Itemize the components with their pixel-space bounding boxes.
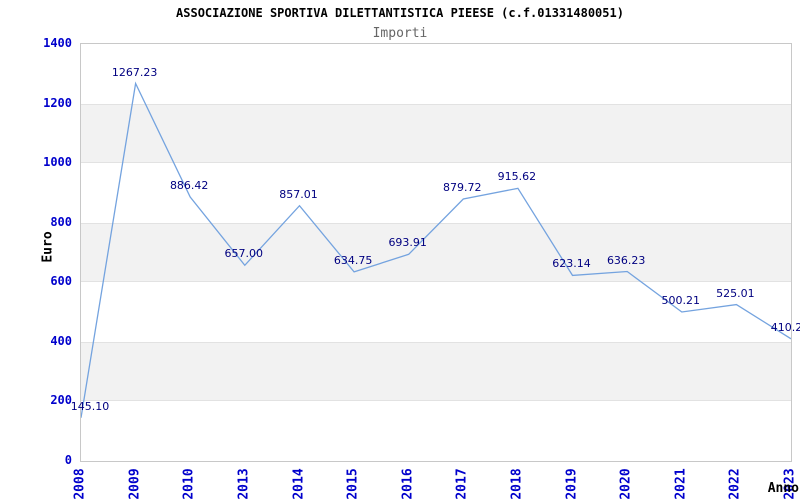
series-line [81, 81, 791, 418]
x-tick-label: 2017 [454, 468, 470, 500]
y-tick-label: 800 [50, 214, 72, 229]
point-label: 410.21 [770, 320, 800, 334]
point-label: 693.91 [388, 236, 427, 250]
point-label: 500.21 [661, 294, 701, 307]
point-label: 145.10 [70, 399, 110, 413]
chart-subtitle: Importi [372, 26, 428, 41]
point-label-layer: 145.10 1267.23 886.42 657.00 857.01 634.75 693… [71, 43, 800, 460]
point-label: 525.01 [716, 286, 755, 300]
shaded-band [81, 222, 791, 283]
y-tick-label: 1000 [43, 155, 72, 170]
y-axis-title: Euro [40, 231, 56, 263]
shaded-band [81, 103, 791, 164]
x-tick-label: 2020 [618, 468, 634, 500]
y-tick-label: 0 [64, 453, 72, 467]
x-tick-label: 2013 [236, 468, 252, 500]
shaded-band [81, 341, 791, 402]
band-layer [81, 44, 791, 461]
x-axis-title: Anno [767, 481, 799, 496]
x-tick-label: 2010 [181, 468, 197, 500]
x-tick-label: 2021 [673, 468, 689, 500]
y-tick-label: 1200 [43, 95, 72, 110]
y-tick-label: 1400 [43, 36, 72, 50]
point-label: 623.14 [552, 257, 591, 271]
plot-area [80, 43, 792, 462]
point-label: 915.62 [497, 170, 537, 184]
point-label: 634.75 [333, 253, 373, 267]
series-svg [81, 81, 791, 418]
x-tick-label: 2015 [345, 468, 361, 500]
point-label: 636.23 [606, 253, 646, 267]
chart-title: ASSOCIAZIONE SPORTIVA DILETTANTISTICA PI… [176, 6, 624, 20]
point-label: 657.00 [224, 247, 264, 261]
point-label: 1267.23 [111, 65, 158, 79]
x-tick-label: 2016 [400, 468, 416, 500]
point-label: 886.42 [169, 179, 209, 192]
y-tick-label: 600 [50, 274, 72, 289]
point-label: 879.72 [443, 181, 482, 194]
y-tick-label: 200 [50, 393, 72, 408]
x-tick-label: 2018 [509, 468, 525, 500]
x-tick-label: 2014 [291, 468, 306, 500]
point-label: 857.01 [279, 187, 318, 201]
x-tick-label: 2022 [727, 468, 743, 500]
x-tick-label: 2008 [72, 468, 88, 500]
x-tick-label: 2009 [127, 468, 143, 500]
x-tick-label: 2019 [564, 468, 579, 500]
y-tick-label: 400 [50, 333, 72, 348]
